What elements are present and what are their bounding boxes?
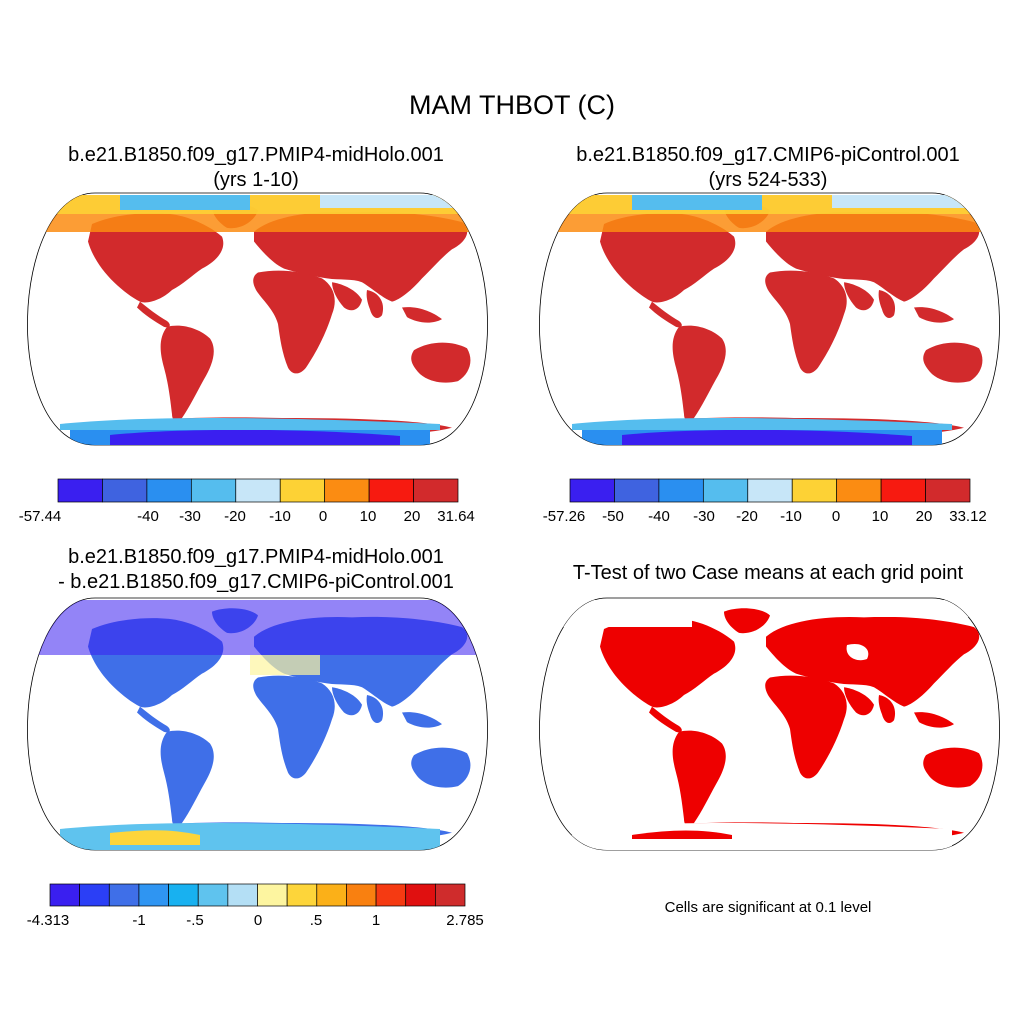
colorbar-tick-label: -40 — [648, 508, 670, 525]
colorbar-box — [190, 478, 237, 503]
colorbar-box — [346, 883, 377, 907]
colorbar-tick-label: -20 — [736, 508, 758, 525]
panel-title-bottom-left-line1: b.e21.B1850.f09_g17.PMIP4-midHolo.001 — [68, 546, 444, 568]
colorbar-box — [791, 478, 838, 503]
colorbar-tick-label: -30 — [179, 508, 201, 525]
colorbar-box — [375, 883, 407, 907]
colorbar-box — [747, 478, 793, 503]
colorbar-tick-label: 0 — [831, 508, 841, 525]
map-top-right — [539, 192, 1000, 446]
colorbar-top-right — [569, 478, 971, 503]
colorbar-tick-label: 31.64 — [437, 508, 475, 525]
colorbar-box — [286, 883, 318, 907]
colorbar-tick-label: -30 — [693, 508, 715, 525]
colorbar-tick-label: 33.12 — [949, 508, 987, 525]
colorbar-box — [102, 478, 148, 503]
map-bottom-left — [27, 597, 488, 851]
panel-title-bottom-left: b.e21.B1850.f09_g17.PMIP4-midHolo.001 - … — [0, 545, 512, 595]
colorbar-box — [57, 478, 103, 503]
colorbar-box — [227, 883, 258, 907]
colorbar-tick-label: 10 — [359, 508, 377, 525]
panel-title-top-left: b.e21.B1850.f09_g17.PMIP4-midHolo.001 (y… — [0, 143, 512, 193]
colorbar-box — [324, 478, 370, 503]
panel-title-top-right-line1: b.e21.B1850.f09_g17.CMIP6-piControl.001 — [576, 144, 960, 166]
colorbar-bottom-left — [49, 883, 466, 907]
map-bottom-right — [539, 597, 1000, 851]
colorbar-tick-label: 10 — [871, 508, 889, 525]
significance-note: Cells are significant at 0.1 level — [664, 899, 872, 916]
colorbar-tick-label: 20 — [915, 508, 933, 525]
colorbar-box — [569, 478, 615, 503]
colorbar-box — [79, 883, 110, 907]
colorbar-tick-label: -10 — [780, 508, 802, 525]
colorbar-box — [235, 478, 281, 503]
colorbar-tick-label: .5 — [309, 912, 323, 929]
colorbar-box — [435, 883, 466, 907]
colorbar-tick-label: -40 — [137, 508, 159, 525]
colorbar-box — [49, 883, 80, 907]
colorbar-tick-label: -10 — [269, 508, 291, 525]
colorbar-tick-label: -57.26 — [542, 508, 586, 525]
colorbar-tick-label: 0 — [318, 508, 328, 525]
colorbar-tick-label: -4.313 — [26, 912, 70, 929]
colorbar-tick-label: -1 — [132, 912, 146, 929]
colorbar-tick-label: -.5 — [186, 912, 204, 929]
colorbar-box — [614, 478, 660, 503]
colorbar-tick-label: 0 — [253, 912, 263, 929]
colorbar-box — [168, 883, 199, 907]
colorbar-box — [702, 478, 749, 503]
colorbar-box — [138, 883, 169, 907]
colorbar-box — [197, 883, 229, 907]
colorbar-tick-label: -57.44 — [18, 508, 62, 525]
colorbar-box — [405, 883, 436, 907]
colorbar-box — [279, 478, 326, 503]
panel-title-bottom-right: T-Test of two Case means at each grid po… — [572, 562, 964, 584]
colorbar-tick-label: 1 — [371, 912, 381, 929]
map-top-left — [27, 192, 488, 446]
panel-title-top-left-line1: b.e21.B1850.f09_g17.PMIP4-midHolo.001 — [68, 144, 444, 166]
panel-title-top-right-line2: (yrs 524-533) — [708, 169, 828, 191]
colorbar-box — [316, 883, 347, 907]
colorbar-box — [880, 478, 926, 503]
colorbar-tick-label: -50 — [602, 508, 624, 525]
colorbar-box — [925, 478, 971, 503]
colorbar-tick-label: 20 — [403, 508, 421, 525]
colorbar-box — [146, 478, 192, 503]
colorbar-box — [368, 478, 414, 503]
panel-title-top-right: b.e21.B1850.f09_g17.CMIP6-piControl.001 … — [512, 143, 1024, 193]
panel-title-top-left-line2: (yrs 1-10) — [213, 169, 299, 191]
colorbar-box — [836, 478, 882, 503]
colorbar-box — [413, 478, 459, 503]
colorbar-tick-label: 2.785 — [446, 912, 484, 929]
colorbar-box — [658, 478, 704, 503]
colorbar-box — [257, 883, 288, 907]
colorbar-top-left — [57, 478, 459, 503]
panel-title-bottom-left-line2: - b.e21.B1850.f09_g17.CMIP6-piControl.00… — [58, 571, 454, 593]
colorbar-tick-label: -20 — [224, 508, 246, 525]
figure-title: MAM THBOT (C) — [409, 90, 615, 120]
colorbar-box — [108, 883, 140, 907]
